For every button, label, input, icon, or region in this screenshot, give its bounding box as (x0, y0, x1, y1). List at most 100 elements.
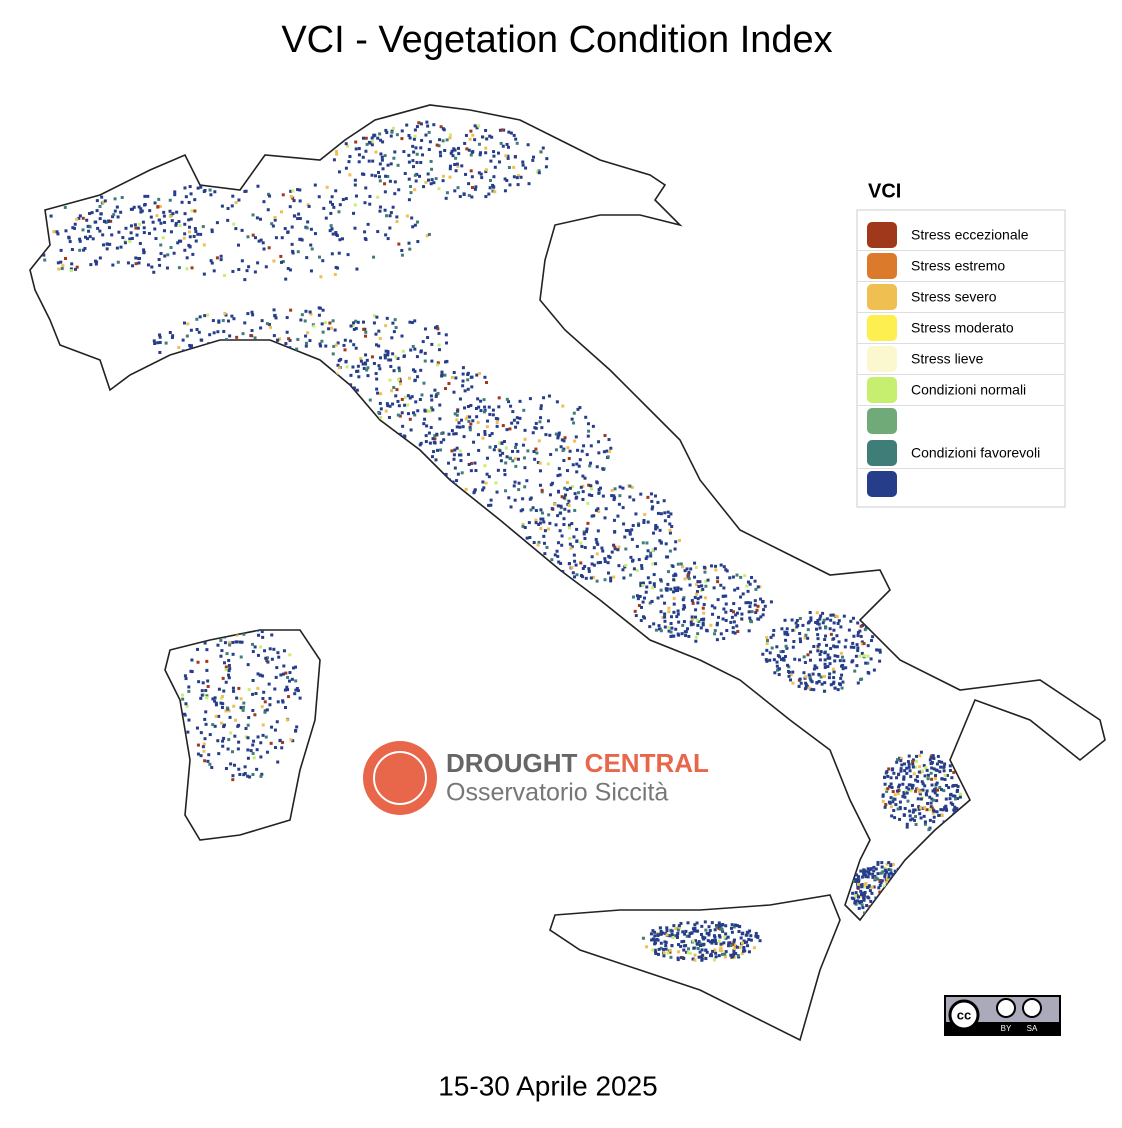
vegetation-pixel (425, 424, 428, 427)
vegetation-pixel (514, 465, 517, 468)
vegetation-pixel (376, 230, 379, 233)
vegetation-pixel (692, 927, 695, 930)
vegetation-pixel (169, 199, 172, 202)
vegetation-pixel (680, 562, 683, 565)
vegetation-pixel (586, 528, 589, 531)
vegetation-pixel (322, 331, 325, 334)
vegetation-pixel (427, 179, 430, 182)
vegetation-pixel (181, 698, 184, 701)
vegetation-pixel (663, 620, 666, 623)
vegetation-pixel (431, 408, 434, 411)
vegetation-pixel (390, 389, 393, 392)
vegetation-pixel (791, 629, 794, 632)
vegetation-pixel (731, 923, 734, 926)
vegetation-pixel (106, 247, 109, 250)
vegetation-pixel (896, 894, 899, 897)
vegetation-pixel (221, 702, 224, 705)
vegetation-pixel (197, 680, 200, 683)
vegetation-pixel (232, 223, 235, 226)
vegetation-pixel (898, 784, 901, 787)
vegetation-pixel (152, 221, 155, 224)
vegetation-pixel (195, 318, 198, 321)
vegetation-pixel (905, 772, 908, 775)
vegetation-pixel (408, 377, 411, 380)
vegetation-pixel (356, 417, 359, 420)
vegetation-pixel (927, 828, 930, 831)
vegetation-pixel (733, 947, 736, 950)
vegetation-pixel (276, 363, 279, 366)
vegetation-pixel (517, 488, 520, 491)
vegetation-pixel (199, 697, 202, 700)
vegetation-pixel (866, 886, 869, 889)
vegetation-pixel (289, 738, 292, 741)
vegetation-pixel (614, 487, 617, 490)
vegetation-pixel (225, 665, 228, 668)
vegetation-pixel (232, 317, 235, 320)
vegetation-pixel (930, 778, 933, 781)
vegetation-pixel (804, 661, 807, 664)
vegetation-pixel (429, 140, 432, 143)
vegetation-pixel (568, 537, 571, 540)
vegetation-pixel (137, 261, 140, 264)
vegetation-pixel (227, 738, 230, 741)
vegetation-pixel (195, 240, 198, 243)
vegetation-pixel (824, 658, 827, 661)
vegetation-pixel (471, 134, 474, 137)
vegetation-pixel (924, 766, 927, 769)
vegetation-pixel (239, 641, 242, 644)
vegetation-pixel (892, 790, 895, 793)
vegetation-pixel (581, 575, 584, 578)
vegetation-pixel (832, 614, 835, 617)
vegetation-pixel (521, 508, 524, 511)
vegetation-pixel (416, 125, 419, 128)
vegetation-pixel (205, 648, 208, 651)
vegetation-pixel (699, 951, 702, 954)
vegetation-pixel (870, 657, 873, 660)
vegetation-pixel (46, 204, 49, 207)
vegetation-pixel (957, 785, 960, 788)
vegetation-pixel (462, 425, 465, 428)
vegetation-pixel (660, 932, 663, 935)
vegetation-pixel (701, 958, 704, 961)
vegetation-pixel (438, 138, 441, 141)
vegetation-pixel (909, 775, 912, 778)
vegetation-pixel (863, 899, 866, 902)
vegetation-pixel (686, 627, 689, 630)
vegetation-pixel (94, 260, 97, 263)
vegetation-pixel (919, 806, 922, 809)
vegetation-pixel (481, 480, 484, 483)
vegetation-pixel (494, 166, 497, 169)
vegetation-pixel (717, 598, 720, 601)
vegetation-pixel (311, 358, 314, 361)
vegetation-pixel (855, 891, 858, 894)
vegetation-pixel (158, 219, 161, 222)
vegetation-pixel (356, 412, 359, 415)
vegetation-pixel (274, 729, 277, 732)
vegetation-pixel (710, 942, 713, 945)
vegetation-pixel (179, 240, 182, 243)
vegetation-pixel (935, 768, 938, 771)
vegetation-pixel (500, 142, 503, 145)
vegetation-pixel (895, 908, 898, 911)
vegetation-pixel (736, 587, 739, 590)
vegetation-pixel (667, 610, 670, 613)
vegetation-pixel (619, 485, 622, 488)
vegetation-pixel (679, 922, 682, 925)
vegetation-pixel (506, 455, 509, 458)
vegetation-pixel (286, 718, 289, 721)
vegetation-pixel (266, 751, 269, 754)
vegetation-pixel (723, 565, 726, 568)
vegetation-pixel (232, 687, 235, 690)
vegetation-pixel (544, 433, 547, 436)
vegetation-pixel (516, 421, 519, 424)
vegetation-pixel (246, 312, 249, 315)
vegetation-pixel (349, 340, 352, 343)
vegetation-pixel (791, 618, 794, 621)
vegetation-pixel (369, 399, 372, 402)
vegetation-pixel (420, 393, 423, 396)
vegetation-pixel (390, 131, 393, 134)
vegetation-pixel (299, 217, 302, 220)
vegetation-pixel (713, 586, 716, 589)
vegetation-pixel (654, 526, 657, 529)
vegetation-pixel (886, 775, 889, 778)
